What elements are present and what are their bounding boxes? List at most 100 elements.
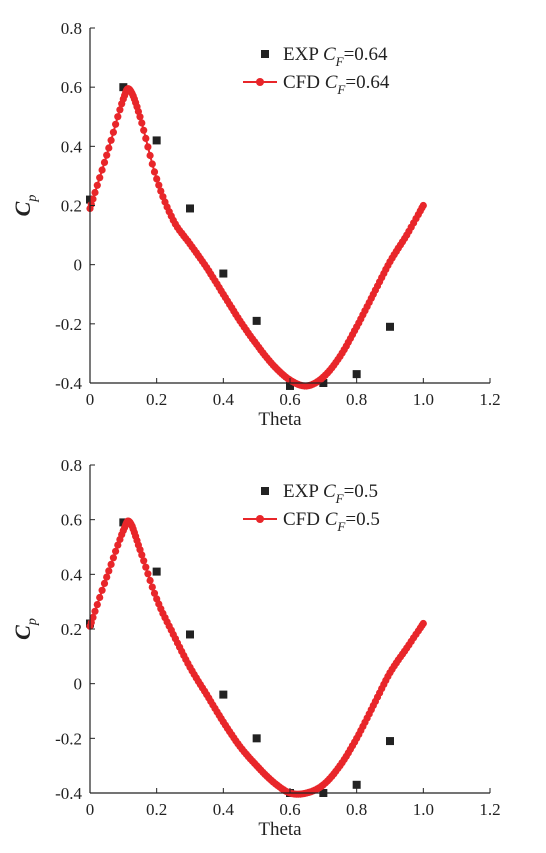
- chart-bottom-axes: 0 0.2 0.4 0.6 0.8 1.0 1.2 0.8 0.6 0.4 0.2 0 -0.2 -0.4: [55, 456, 501, 819]
- y-tick-label: 0.4: [61, 565, 83, 584]
- x-tick-label: 0.4: [213, 390, 235, 409]
- x-tick-label: 0: [86, 800, 95, 819]
- x-tick-label: 1.0: [413, 800, 434, 819]
- cfd-data-point: [153, 175, 161, 183]
- chart-top-legend-entry-exp: EXP CF=0.64: [283, 44, 388, 69]
- cfd-data-point: [107, 560, 115, 569]
- series-cfd: [86, 517, 427, 798]
- chart-bottom-marks: [86, 517, 427, 798]
- chart-bottom-legend-entry-exp: EXP CF=0.5: [283, 481, 378, 506]
- cfd-data-point: [91, 607, 99, 615]
- legend-marker-cfd: [256, 78, 264, 86]
- exp-data-point: [152, 567, 161, 576]
- cfd-data-point: [93, 181, 101, 189]
- cfd-data-point: [146, 576, 154, 585]
- legend-var: C: [325, 72, 338, 93]
- legend-sub: F: [336, 519, 346, 534]
- cfd-data-point: [138, 551, 146, 559]
- cfd-data-point: [109, 128, 117, 136]
- legend-sub: F: [335, 54, 345, 69]
- legend-marker-exp: [261, 50, 269, 58]
- cfd-data-point: [98, 586, 106, 594]
- exp-data-point: [152, 136, 161, 145]
- legend-prefix: EXP: [283, 44, 323, 65]
- cfd-data-point: [105, 567, 113, 575]
- cfd-data-point: [157, 187, 165, 195]
- y-tick-label: 0.6: [61, 78, 82, 97]
- series-cfd: [86, 85, 427, 390]
- cfd-data-point: [103, 151, 111, 159]
- cfd-data-point: [112, 120, 120, 128]
- chart-top-y-axis-label-main: C: [10, 201, 35, 216]
- legend-sub: F: [336, 82, 346, 97]
- chart-top: 0 0.2 0.4 0.6 0.8 1.0 1.2 0.8 0.6 0.4 0.2 0 -0.2 -0.4…: [10, 19, 501, 430]
- legend-prefix: CFD: [283, 509, 325, 530]
- x-tick-label: 0.8: [346, 390, 367, 409]
- legend-value: =0.5: [345, 509, 379, 530]
- x-tick-label: 0.6: [279, 390, 300, 409]
- exp-data-point: [386, 737, 394, 746]
- chart-bottom-legend-entry-cfd: CFD CF=0.5: [283, 509, 380, 534]
- chart-bottom: 0 0.2 0.4 0.6 0.8 1.0 1.2 0.8 0.6 0.4 0.2 0 -0.2 -0.4…: [10, 456, 501, 840]
- cfd-data-point: [93, 601, 101, 609]
- cfd-data-point: [105, 144, 113, 152]
- cfd-data-point: [96, 174, 104, 182]
- cfd-data-point: [114, 113, 122, 121]
- exp-data-point: [186, 630, 194, 639]
- cfd-data-point: [144, 570, 152, 578]
- cfd-data-point: [150, 589, 159, 597]
- cfd-data-point: [142, 134, 150, 142]
- cfd-data-point: [142, 563, 150, 571]
- y-tick-label: -0.4: [55, 374, 82, 393]
- y-tick-label: 0.8: [61, 19, 82, 38]
- cfd-data-point: [419, 201, 427, 210]
- y-tick-label: 0.2: [61, 197, 82, 216]
- legend-var: C: [323, 481, 336, 502]
- chart-top-x-axis-label: Theta: [258, 409, 302, 430]
- cfd-data-point: [136, 113, 144, 121]
- y-tick-label: 0.8: [61, 456, 82, 475]
- x-tick-label: 1.2: [479, 390, 500, 409]
- y-tick-label: -0.2: [55, 315, 82, 334]
- cfd-data-point: [91, 188, 99, 197]
- chart-bottom-x-axis-label: Theta: [258, 819, 302, 840]
- chart-bottom-legend: EXP CF=0.5 CFD CF=0.5: [243, 481, 380, 534]
- x-tick-label: 1.0: [413, 390, 434, 409]
- cfd-data-point: [89, 195, 97, 203]
- chart-bottom-y-axis-label: Cp: [10, 618, 40, 640]
- cfd-data-point: [150, 168, 159, 176]
- cfd-data-point: [114, 541, 122, 549]
- cfd-data-point: [155, 181, 163, 189]
- cfd-data-point: [144, 143, 152, 151]
- legend-var: C: [325, 509, 338, 530]
- exp-data-point: [219, 269, 228, 278]
- legend-value: =0.64: [344, 44, 388, 65]
- chart-top-y-axis-label: Cp: [10, 195, 40, 217]
- chart-top-axes: 0 0.2 0.4 0.6 0.8 1.0 1.2 0.8 0.6 0.4 0.2 0 -0.2 -0.4: [55, 19, 501, 409]
- exp-data-point: [252, 316, 261, 325]
- legend-var: C: [323, 44, 336, 65]
- exp-data-point: [352, 370, 361, 379]
- chart-top-legend-entry-cfd: CFD CF=0.64: [283, 72, 390, 97]
- chart-bottom-y-axis-label-sub: p: [25, 618, 40, 626]
- cfd-data-point: [138, 119, 146, 127]
- legend-prefix: CFD: [283, 72, 325, 93]
- cfd-data-point: [109, 554, 117, 562]
- cfd-data-point: [140, 126, 148, 134]
- cfd-data-point: [116, 106, 124, 114]
- cfd-data-point: [148, 160, 156, 168]
- cfd-data-point: [148, 583, 156, 591]
- legend-marker-cfd: [256, 515, 264, 523]
- x-tick-label: 0: [86, 390, 95, 409]
- cfd-data-point: [419, 619, 427, 628]
- cfd-data-point: [140, 557, 148, 565]
- cfd-line: [89, 520, 425, 796]
- chart-top-legend: EXP CF=0.64 CFD CF=0.64: [243, 44, 390, 97]
- legend-prefix: EXP: [283, 481, 323, 502]
- cfd-data-point: [112, 547, 120, 555]
- cfd-data-point: [100, 158, 109, 166]
- y-tick-label: 0: [74, 675, 83, 694]
- cfd-data-point: [98, 166, 106, 174]
- y-tick-label: -0.2: [55, 729, 82, 748]
